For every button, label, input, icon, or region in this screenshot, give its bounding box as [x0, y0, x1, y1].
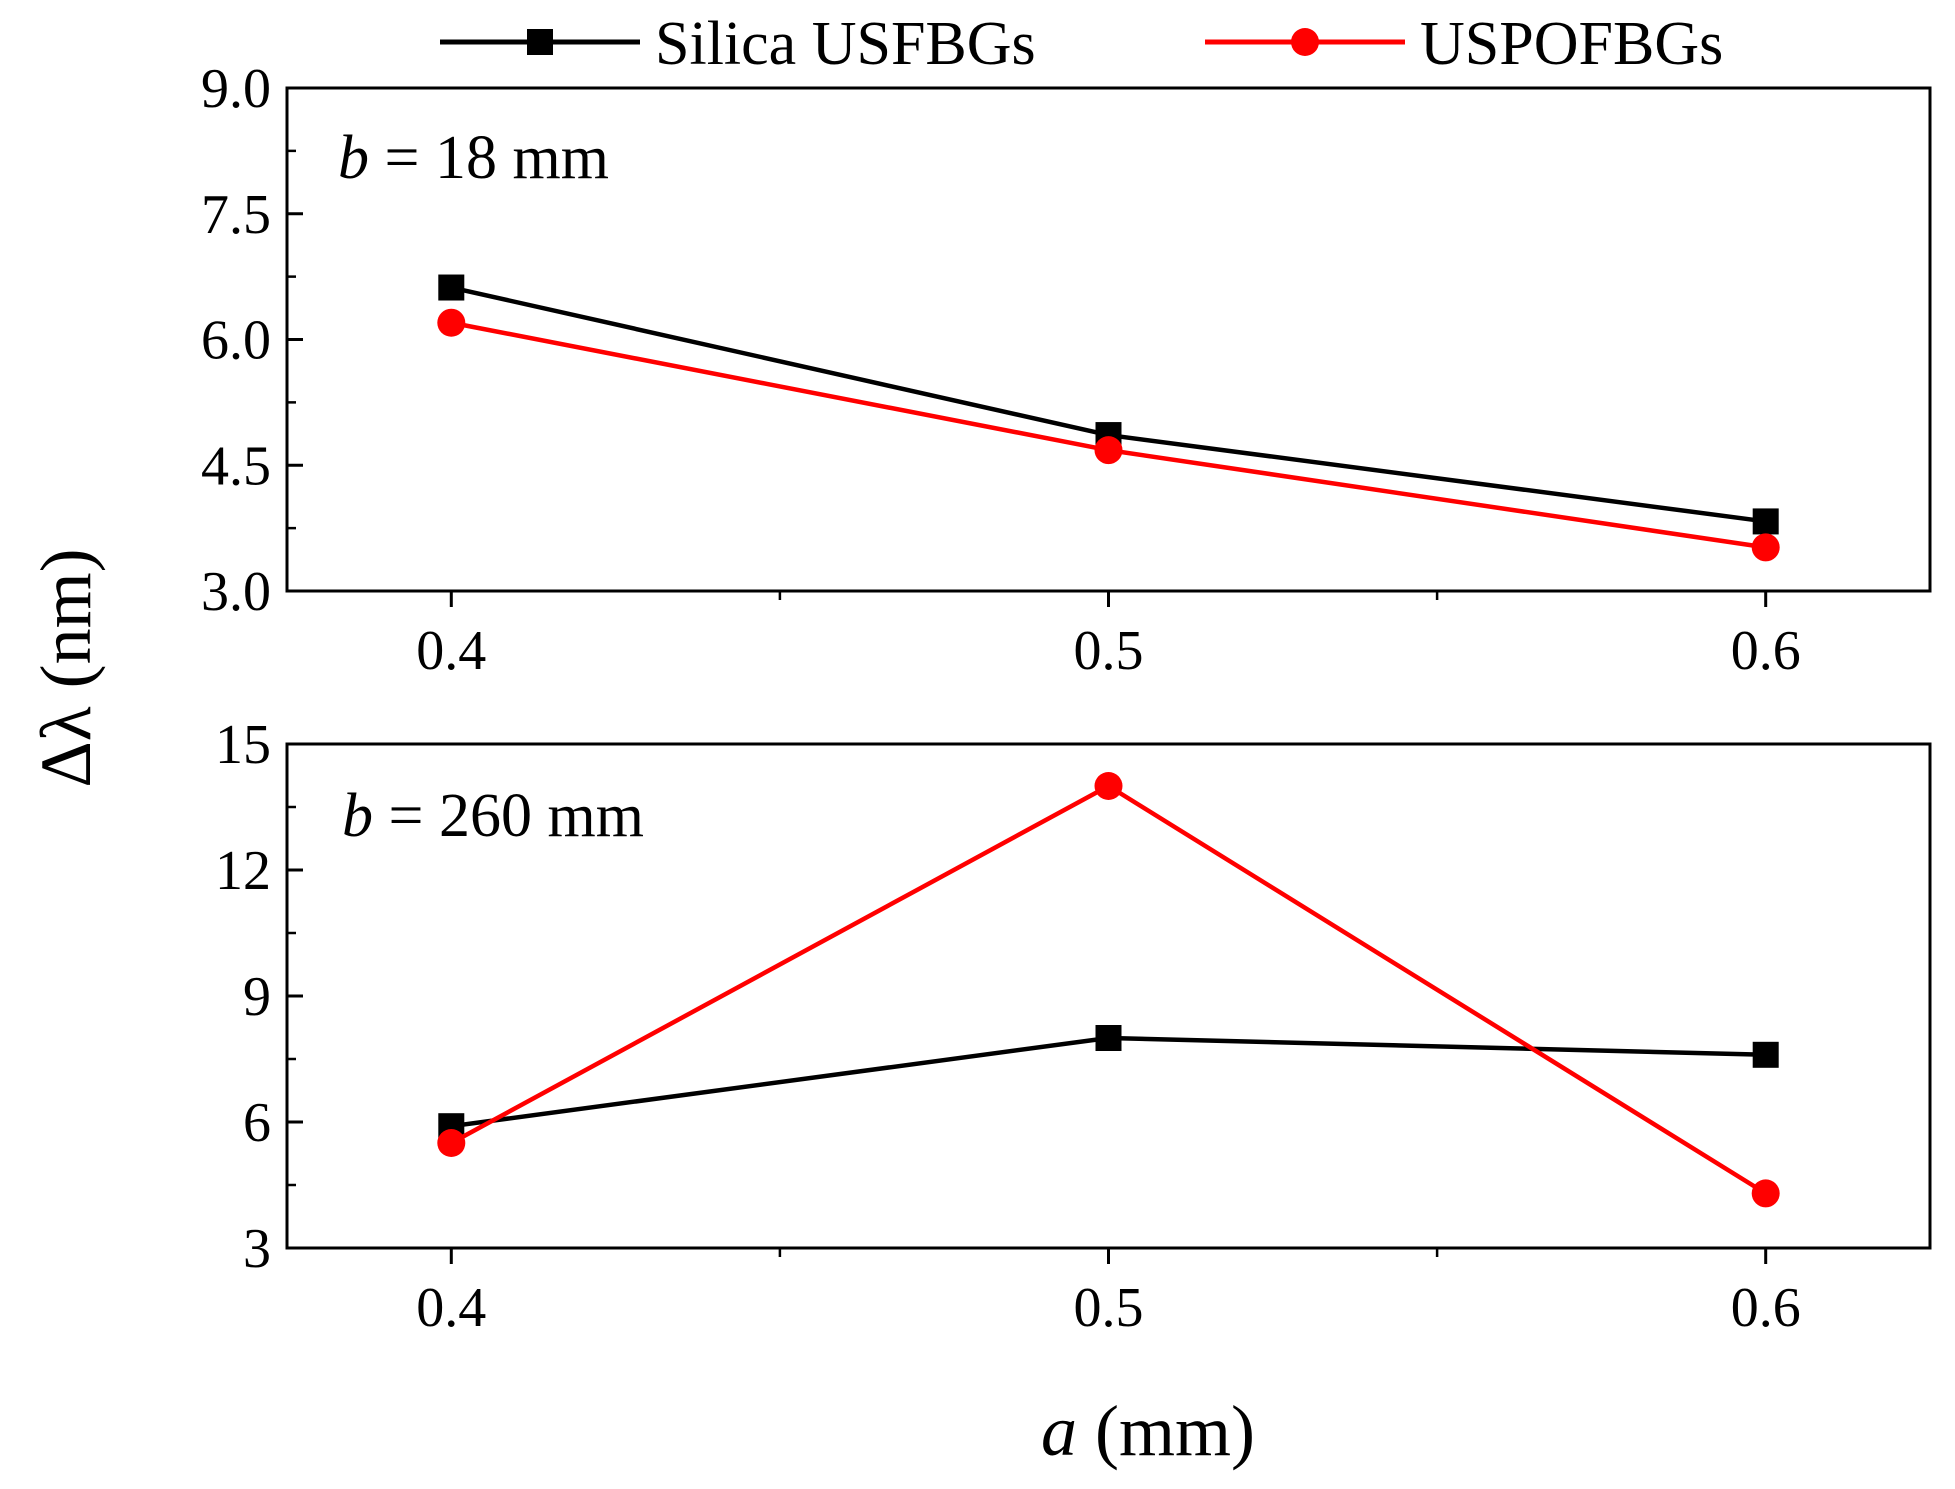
annotation-variable: b	[338, 124, 369, 192]
data-point-uspofbgs	[1751, 1179, 1780, 1208]
annotation-variable: b	[342, 782, 373, 850]
series-line-silica-usfbgs	[451, 1035, 1766, 1129]
data-point-silica-usfbgs	[1095, 1025, 1122, 1051]
legend: Silica USFBGs USPOFBGs	[440, 10, 1723, 78]
y-tick-label: 4.5	[201, 435, 271, 497]
data-point-silica-usfbgs	[1752, 1041, 1779, 1068]
legend-marker-uspof	[1291, 28, 1319, 56]
y-tick-label: 9	[243, 966, 271, 1028]
series-line-uspofbgs	[450, 783, 1767, 1196]
x-axis-title-unit: (mm)	[1077, 1391, 1255, 1471]
y-axis-title: Δλ (nm)	[26, 548, 106, 787]
y-tick-label: 12	[215, 840, 271, 902]
y-tick-label: 3.0	[201, 561, 271, 623]
panel-top: 3.0 4.5 6.0 7.5 9.0 0.4 0.5 0.6 b = 18 mm	[201, 58, 1932, 682]
legend-label-uspof: USPOFBGs	[1420, 10, 1723, 78]
x-tick-label: 0.5	[1074, 1277, 1144, 1339]
legend-marker-silica	[527, 29, 553, 55]
data-point-uspofbgs	[437, 308, 466, 337]
y-axis-ticks: 3.0 4.5 6.0 7.5 9.0	[201, 58, 303, 623]
y-tick-label: 6.0	[201, 310, 271, 372]
y-tick-label: 7.5	[201, 184, 271, 246]
x-tick-label: 0.6	[1731, 1277, 1801, 1339]
panel-annotation: b = 18 mm	[338, 124, 609, 192]
y-tick-label: 3	[243, 1218, 271, 1280]
annotation-value: = 18 mm	[369, 124, 609, 192]
x-axis-title: a (mm)	[1041, 1391, 1255, 1471]
data-point-uspofbgs	[1751, 533, 1780, 562]
y-tick-label: 15	[215, 714, 271, 776]
x-tick-label: 0.6	[1731, 620, 1801, 682]
legend-label-silica: Silica USFBGs	[655, 10, 1036, 78]
series-group	[437, 274, 1780, 562]
x-tick-label: 0.4	[416, 620, 486, 682]
x-axis-title-variable: a	[1041, 1391, 1077, 1471]
x-tick-label: 0.5	[1074, 620, 1144, 682]
series-line-silica-usfbgs	[450, 285, 1766, 524]
panel-bottom: 3 6 9 12 15 0.4 0.5 0.6 b = 260 mm	[215, 714, 1932, 1339]
data-point-silica-usfbgs	[1752, 508, 1779, 535]
data-point-uspofbgs	[1094, 772, 1123, 800]
y-tick-label: 9.0	[201, 58, 271, 120]
x-axis-ticks: 0.4 0.5 0.6	[416, 1248, 1801, 1339]
x-tick-label: 0.4	[416, 1277, 486, 1339]
y-axis-ticks: 3 6 9 12 15	[215, 714, 303, 1280]
series-group	[437, 772, 1780, 1208]
annotation-value: = 260 mm	[373, 782, 644, 850]
x-axis-ticks: 0.4 0.5 0.6	[416, 591, 1801, 682]
panel-annotation: b = 260 mm	[342, 782, 644, 850]
data-point-silica-usfbgs	[438, 274, 465, 301]
y-tick-label: 6	[243, 1092, 271, 1154]
data-point-uspofbgs	[437, 1129, 466, 1157]
data-point-uspofbgs	[1094, 436, 1123, 465]
